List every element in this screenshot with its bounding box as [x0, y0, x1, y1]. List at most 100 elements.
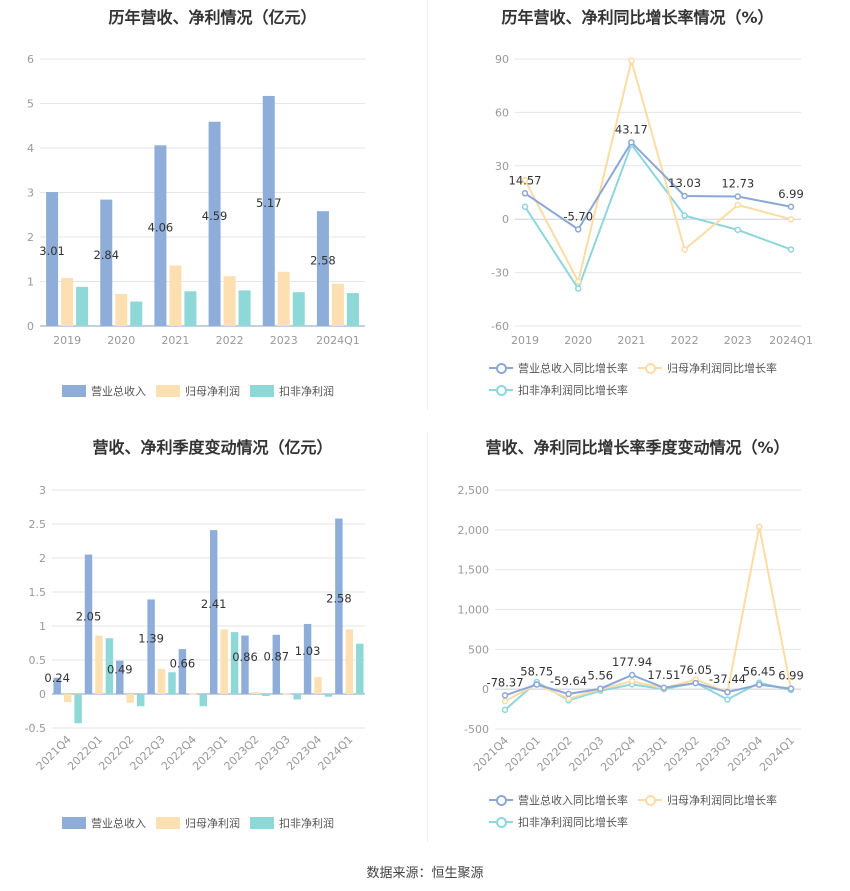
chart-legend[interactable]: 营业总收入 归母净利润 扣非净利润	[62, 812, 344, 834]
y-tick-label: 90	[495, 53, 509, 66]
series-line	[504, 526, 792, 703]
bar	[168, 672, 176, 694]
chart-legend[interactable]: 营业总收入 归母净利润 扣非净利润	[62, 380, 344, 402]
legend-swatch	[489, 362, 513, 374]
data-label: 0.87	[263, 649, 289, 663]
x-tick-label: 2022	[671, 334, 699, 347]
bar	[63, 694, 72, 703]
data-point	[724, 696, 731, 703]
y-tick-label: 30	[495, 160, 509, 173]
chart-legend[interactable]: 营业总收入同比增长率 归母净利润同比增长率 扣非净利润同比增长率	[489, 789, 829, 833]
y-tick-label: 1	[27, 276, 34, 289]
y-tick-label: 0	[482, 683, 489, 696]
legend-item-revenue[interactable]: 营业总收入	[62, 812, 146, 834]
x-tick-label: 2024Q1	[315, 733, 355, 773]
annual-revenue-profit-panel: 历年营收、净利情况（亿元） 0 1 2 3 4 5 6 2019 2020 2021 2022 202…	[0, 0, 425, 430]
data-point	[724, 688, 731, 696]
bar	[46, 192, 59, 326]
x-tick-label: 2021	[161, 334, 189, 347]
y-tick-label: 3	[27, 187, 34, 200]
data-point	[533, 681, 541, 688]
bar	[292, 292, 305, 326]
bar	[303, 623, 312, 694]
x-tick-label: 2024Q1	[757, 734, 797, 774]
data-point	[787, 215, 795, 223]
series-line	[524, 142, 792, 291]
legend-swatch	[638, 362, 662, 374]
legend-item-net-profit-growth[interactable]: 归母净利润同比增长率	[638, 357, 777, 379]
data-label: 2.05	[76, 609, 102, 623]
y-tick-label: 2,500	[458, 484, 490, 497]
chart-title: 营收、净利同比增长率季度变动情况（%）	[485, 438, 790, 457]
y-tick-label: -0.5	[25, 722, 46, 735]
bar	[331, 283, 344, 326]
data-label: 58.75	[520, 664, 553, 678]
y-tick-label: 60	[495, 106, 509, 119]
data-label: 5.56	[588, 669, 614, 683]
bar	[238, 290, 251, 326]
bar	[356, 643, 364, 694]
legend-swatch	[62, 817, 86, 829]
chart-legend[interactable]: 营业总收入同比增长率 归母净利润同比增长率 扣非净利润同比增长率	[489, 357, 829, 401]
legend-item-revenue-growth[interactable]: 营业总收入同比增长率	[489, 789, 628, 811]
legend-swatch	[489, 816, 513, 828]
legend-item-net-profit-growth[interactable]: 归母净利润同比增长率	[638, 789, 777, 811]
legend-item-deducted-profit-growth[interactable]: 扣非净利润同比增长率	[489, 379, 628, 401]
data-label: 1.39	[138, 632, 164, 646]
data-label: 4.06	[148, 221, 174, 235]
y-tick-label: 500	[468, 643, 489, 656]
legend-swatch	[156, 385, 180, 397]
data-label: 2.84	[93, 248, 119, 262]
data-label: 2.58	[310, 254, 336, 268]
legend-swatch	[156, 817, 180, 829]
data-label: 2.58	[326, 591, 352, 605]
legend-label: 归母净利润	[185, 385, 240, 398]
legend-item-revenue-growth[interactable]: 营业总收入同比增长率	[489, 357, 628, 379]
y-tick-label: 2	[39, 552, 46, 565]
bar	[53, 677, 61, 694]
data-point	[574, 285, 582, 292]
data-point	[574, 226, 582, 233]
data-point	[628, 671, 636, 679]
y-tick-label: 1.5	[29, 586, 47, 599]
x-tick-label: 2023	[724, 334, 752, 347]
data-label: -59.64	[550, 674, 587, 688]
data-label: -5.70	[563, 209, 593, 223]
data-point	[628, 139, 635, 146]
data-point	[681, 192, 688, 200]
legend-item-deducted-profit-growth[interactable]: 扣非净利润同比增长率	[489, 811, 628, 833]
bar	[189, 693, 197, 695]
data-point	[787, 246, 795, 253]
legend-item-deducted-profit[interactable]: 扣非净利润	[250, 380, 334, 402]
y-tick-label: 4	[27, 142, 34, 155]
y-tick-label: 1,500	[458, 564, 490, 577]
data-label: 0.49	[107, 662, 133, 676]
data-label: 1.03	[295, 644, 321, 658]
bar	[293, 694, 301, 700]
data-label: 5.17	[256, 196, 282, 210]
data-point	[501, 692, 509, 699]
bar	[76, 286, 89, 326]
bar	[209, 530, 218, 694]
legend-item-net-profit[interactable]: 归母净利润	[156, 812, 240, 834]
panel-divider	[427, 432, 428, 842]
data-point	[521, 190, 529, 197]
legend-item-deducted-profit[interactable]: 扣非净利润	[250, 812, 334, 834]
annual-bar-chart: 0 1 2 3 4 5 6 2019 2020 2021 2022 2023 2024Q1 3.01 2.8…	[27, 53, 365, 347]
y-tick-label: 1,000	[458, 604, 490, 617]
x-tick-label: 2020	[564, 334, 592, 347]
y-tick-label: -60	[491, 320, 509, 333]
bar	[105, 638, 114, 694]
y-tick-label: 2	[27, 231, 34, 244]
legend-item-revenue[interactable]: 营业总收入	[62, 380, 146, 402]
quarterly-growth-panel: 营收、净利同比增长率季度变动情况（%） -500 0 500 1,000 1,500 2,…	[425, 430, 850, 860]
chart-title: 营收、净利季度变动情况（亿元）	[92, 438, 333, 457]
legend-item-net-profit[interactable]: 归母净利润	[156, 380, 240, 402]
quarterly-revenue-profit-panel: 营收、净利季度变动情况（亿元） -0.5 0 0.5 1 1.5 2 2.5 3 2021Q4 2…	[0, 430, 425, 860]
bar	[74, 694, 82, 724]
data-label: 12.73	[721, 177, 754, 191]
data-point	[574, 278, 582, 285]
bar	[169, 265, 182, 326]
y-tick-label: 6	[27, 53, 34, 66]
bar	[223, 276, 236, 326]
